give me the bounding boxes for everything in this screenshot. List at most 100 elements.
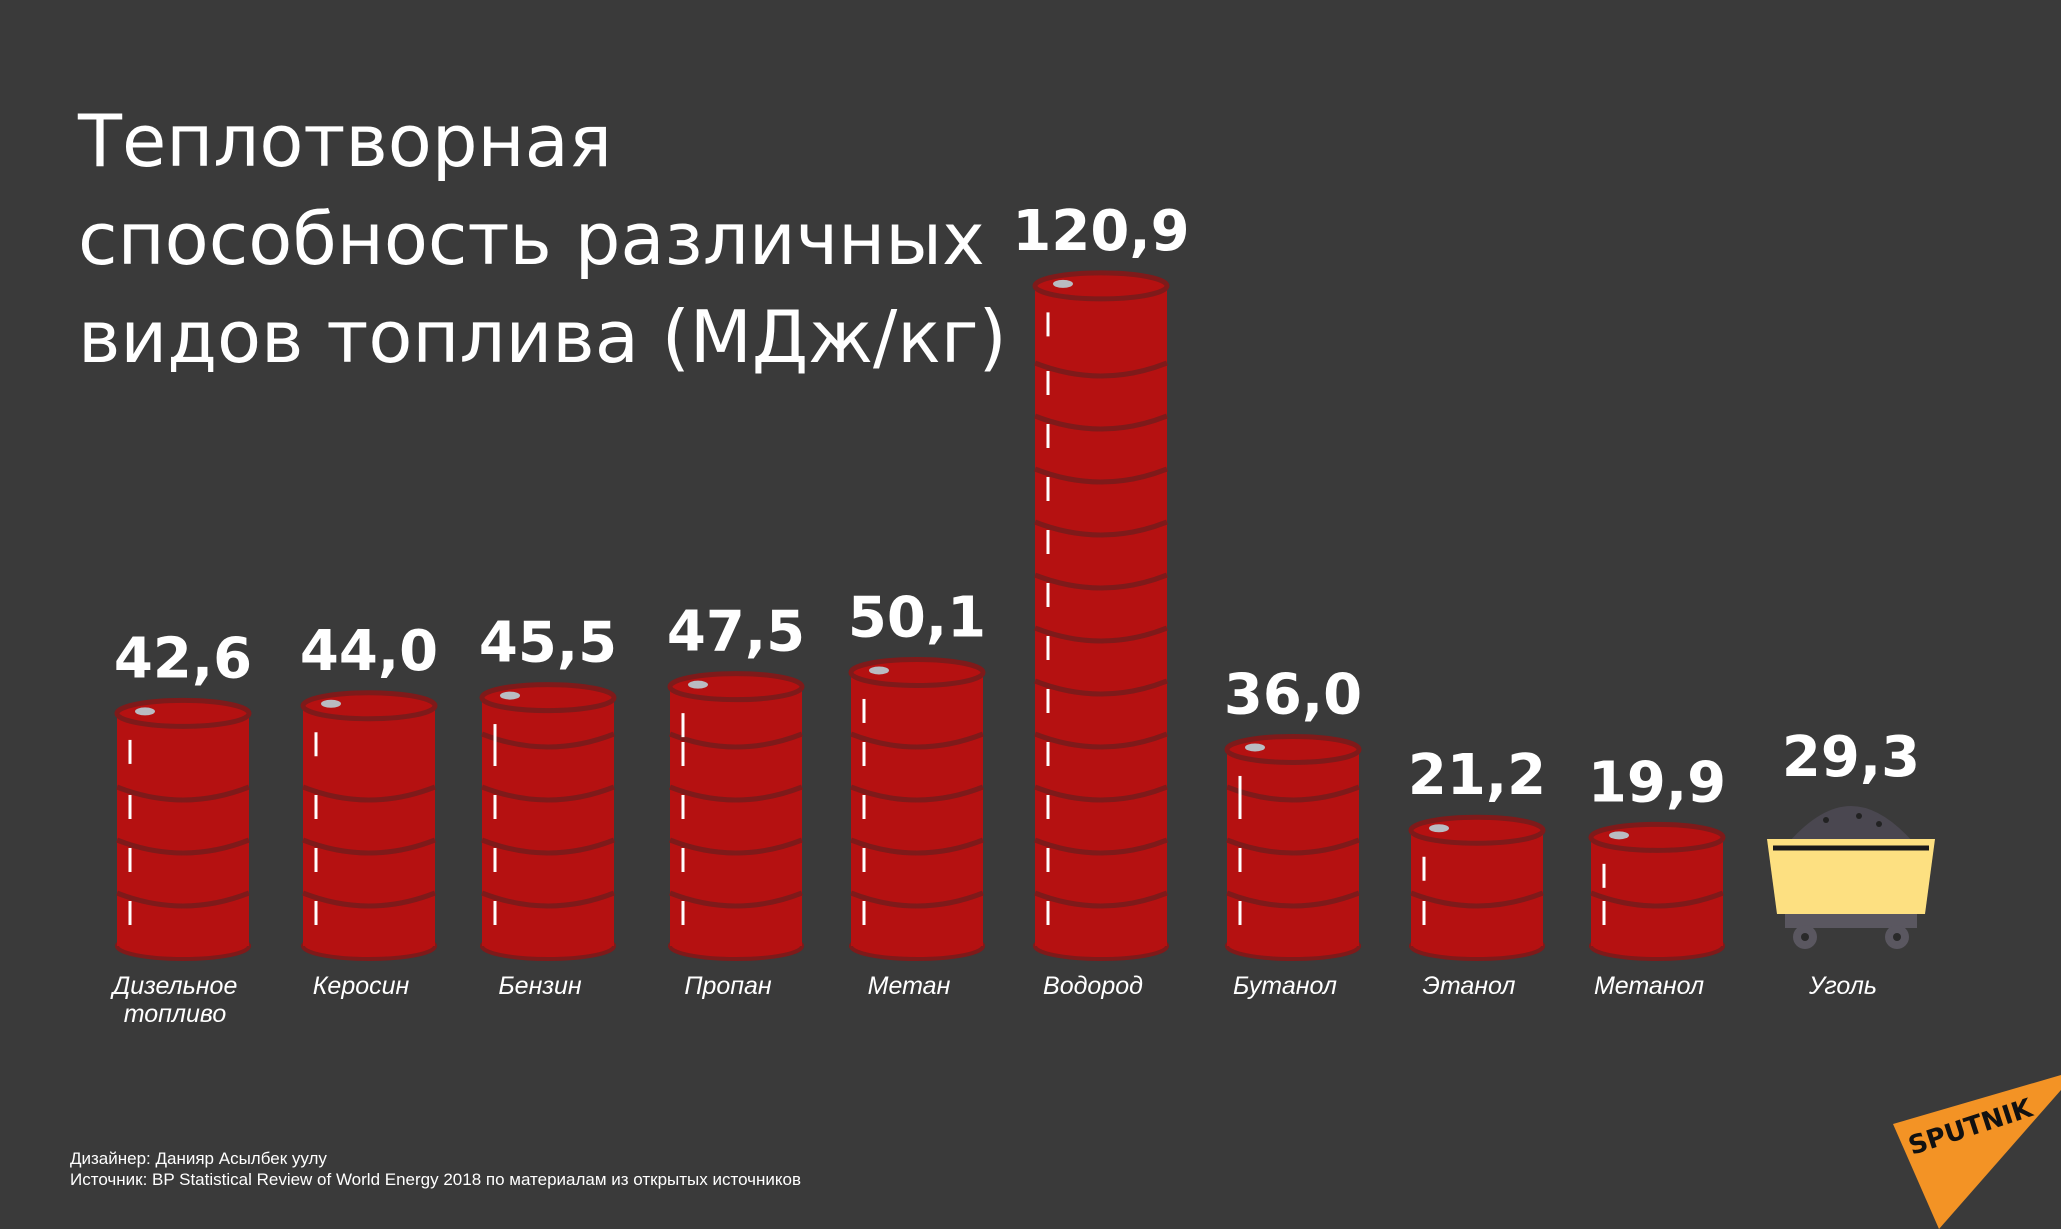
source-credit: Источник: BP Statistical Review of World…	[70, 1170, 802, 1189]
barrel-top	[1588, 821, 1726, 853]
coal-pile	[1789, 806, 1913, 842]
barrel-ring	[481, 837, 615, 856]
value-label: 50,1	[848, 585, 986, 650]
barrel-cap	[1245, 743, 1265, 752]
coal-lump	[1823, 817, 1829, 823]
bar-5: 120,9 Водород	[1012, 199, 1189, 1000]
sputnik-logo: SPUTNIK	[1893, 1075, 2061, 1229]
barrel-top	[114, 697, 252, 729]
barrel-ring	[1226, 784, 1360, 803]
barrel-ring	[116, 837, 250, 856]
barrel-body-fill	[1591, 837, 1723, 946]
coal-cart-hub	[1893, 933, 1901, 941]
barrel-top	[1408, 814, 1546, 846]
barrel-top	[1224, 733, 1362, 765]
title-line: способность различных	[78, 197, 985, 281]
value-label: 42,6	[114, 626, 252, 691]
logo-shape	[1893, 1075, 2061, 1229]
barrel-ring	[1226, 890, 1360, 909]
barrel-top	[667, 671, 805, 703]
title-line: видов топлива (МДж/кг)	[78, 295, 1007, 379]
barrel-ring	[850, 784, 984, 803]
barrel-ring	[1034, 784, 1168, 803]
barrel-ring	[1034, 413, 1168, 432]
value-label: 44,0	[300, 619, 438, 684]
coal-lump	[1876, 821, 1882, 827]
barrel-ring	[1034, 519, 1168, 538]
barrel-top	[300, 690, 438, 722]
bar-8: 19,9 Метанол	[1588, 750, 1726, 1000]
designer-credit: Дизайнер: Данияр Асылбек уулу	[70, 1149, 327, 1168]
barrel-ring	[116, 784, 250, 803]
barrel-top	[479, 682, 617, 714]
category-label: Керосин	[313, 972, 410, 1000]
barrel-top	[848, 656, 986, 688]
category-label: Уголь	[1808, 972, 1877, 1000]
value-label: 120,9	[1012, 199, 1189, 264]
barrel-body-fill	[303, 705, 435, 946]
category-label: Метанол	[1594, 972, 1704, 1000]
barrel-cap	[500, 691, 520, 700]
bar-9: 29,3 Уголь	[1767, 725, 1935, 1000]
category-label: Бензин	[498, 972, 581, 1000]
barrel-cap	[688, 680, 708, 689]
barrel-cap	[1053, 279, 1073, 288]
coal-cart-frame	[1785, 914, 1917, 928]
footer: Дизайнер: Данияр Асылбек уулу Источник: …	[70, 1148, 801, 1190]
barrel-body-fill	[1035, 285, 1167, 946]
barrel-ring	[481, 784, 615, 803]
barrel-ring	[1034, 360, 1168, 379]
barrel-ring	[669, 837, 803, 856]
value-label: 29,3	[1782, 725, 1920, 790]
barrel-ring	[1034, 678, 1168, 697]
barrel-ring	[1410, 890, 1544, 909]
barrel-ring	[1034, 572, 1168, 591]
barrel-ring	[302, 784, 436, 803]
category-label: Пропан	[684, 972, 772, 1000]
category-label: Этанол	[1422, 972, 1515, 1000]
barrel-ring	[1034, 625, 1168, 644]
barrel-ring	[481, 731, 615, 750]
barrel-cap	[869, 666, 889, 675]
coal-cart-hub	[1801, 933, 1809, 941]
bar-7: 21,2 Этанол	[1408, 743, 1546, 1000]
category-label: Бутанол	[1233, 972, 1337, 1000]
barrel-cap	[135, 707, 155, 716]
category-label: Дизельное	[110, 972, 238, 1000]
coal-lump	[1856, 813, 1862, 819]
category-label: топливо	[124, 1000, 227, 1028]
chart-title: Теплотворная способность различных видов…	[78, 92, 1007, 386]
barrel-body-fill	[117, 713, 249, 946]
value-label: 47,5	[667, 600, 805, 665]
barrel-ring	[302, 837, 436, 856]
category-label: Метан	[868, 972, 951, 1000]
barrel-ring	[1590, 890, 1724, 909]
barrel-ring	[116, 890, 250, 909]
bar-1: 44,0 Керосин	[300, 619, 438, 1000]
barrel-cap	[1429, 824, 1449, 833]
barrel-ring	[481, 890, 615, 909]
barrel-body-fill	[1411, 830, 1543, 946]
bar-6: 36,0 Бутанол	[1224, 662, 1362, 1000]
barrel-body-fill	[482, 697, 614, 946]
value-label: 21,2	[1408, 743, 1546, 808]
value-label: 19,9	[1588, 750, 1726, 815]
bar-3: 47,5 Пропан	[667, 600, 805, 1000]
category-label: Водород	[1043, 972, 1143, 1000]
barrel-ring	[1034, 466, 1168, 485]
coal-cart-body	[1767, 839, 1935, 914]
barrel-cap	[321, 699, 341, 708]
barrel-ring	[850, 837, 984, 856]
barrel-ring	[850, 731, 984, 750]
barrel-ring	[302, 890, 436, 909]
barrel-ring	[1034, 731, 1168, 750]
barrel-top	[1032, 270, 1170, 302]
title-line: Теплотворная	[78, 99, 613, 183]
value-label: 45,5	[479, 611, 617, 676]
barrel-ring	[1226, 837, 1360, 856]
barrel-cap	[1609, 831, 1629, 840]
barrel-ring	[1034, 837, 1168, 856]
barrel-ring	[669, 731, 803, 750]
